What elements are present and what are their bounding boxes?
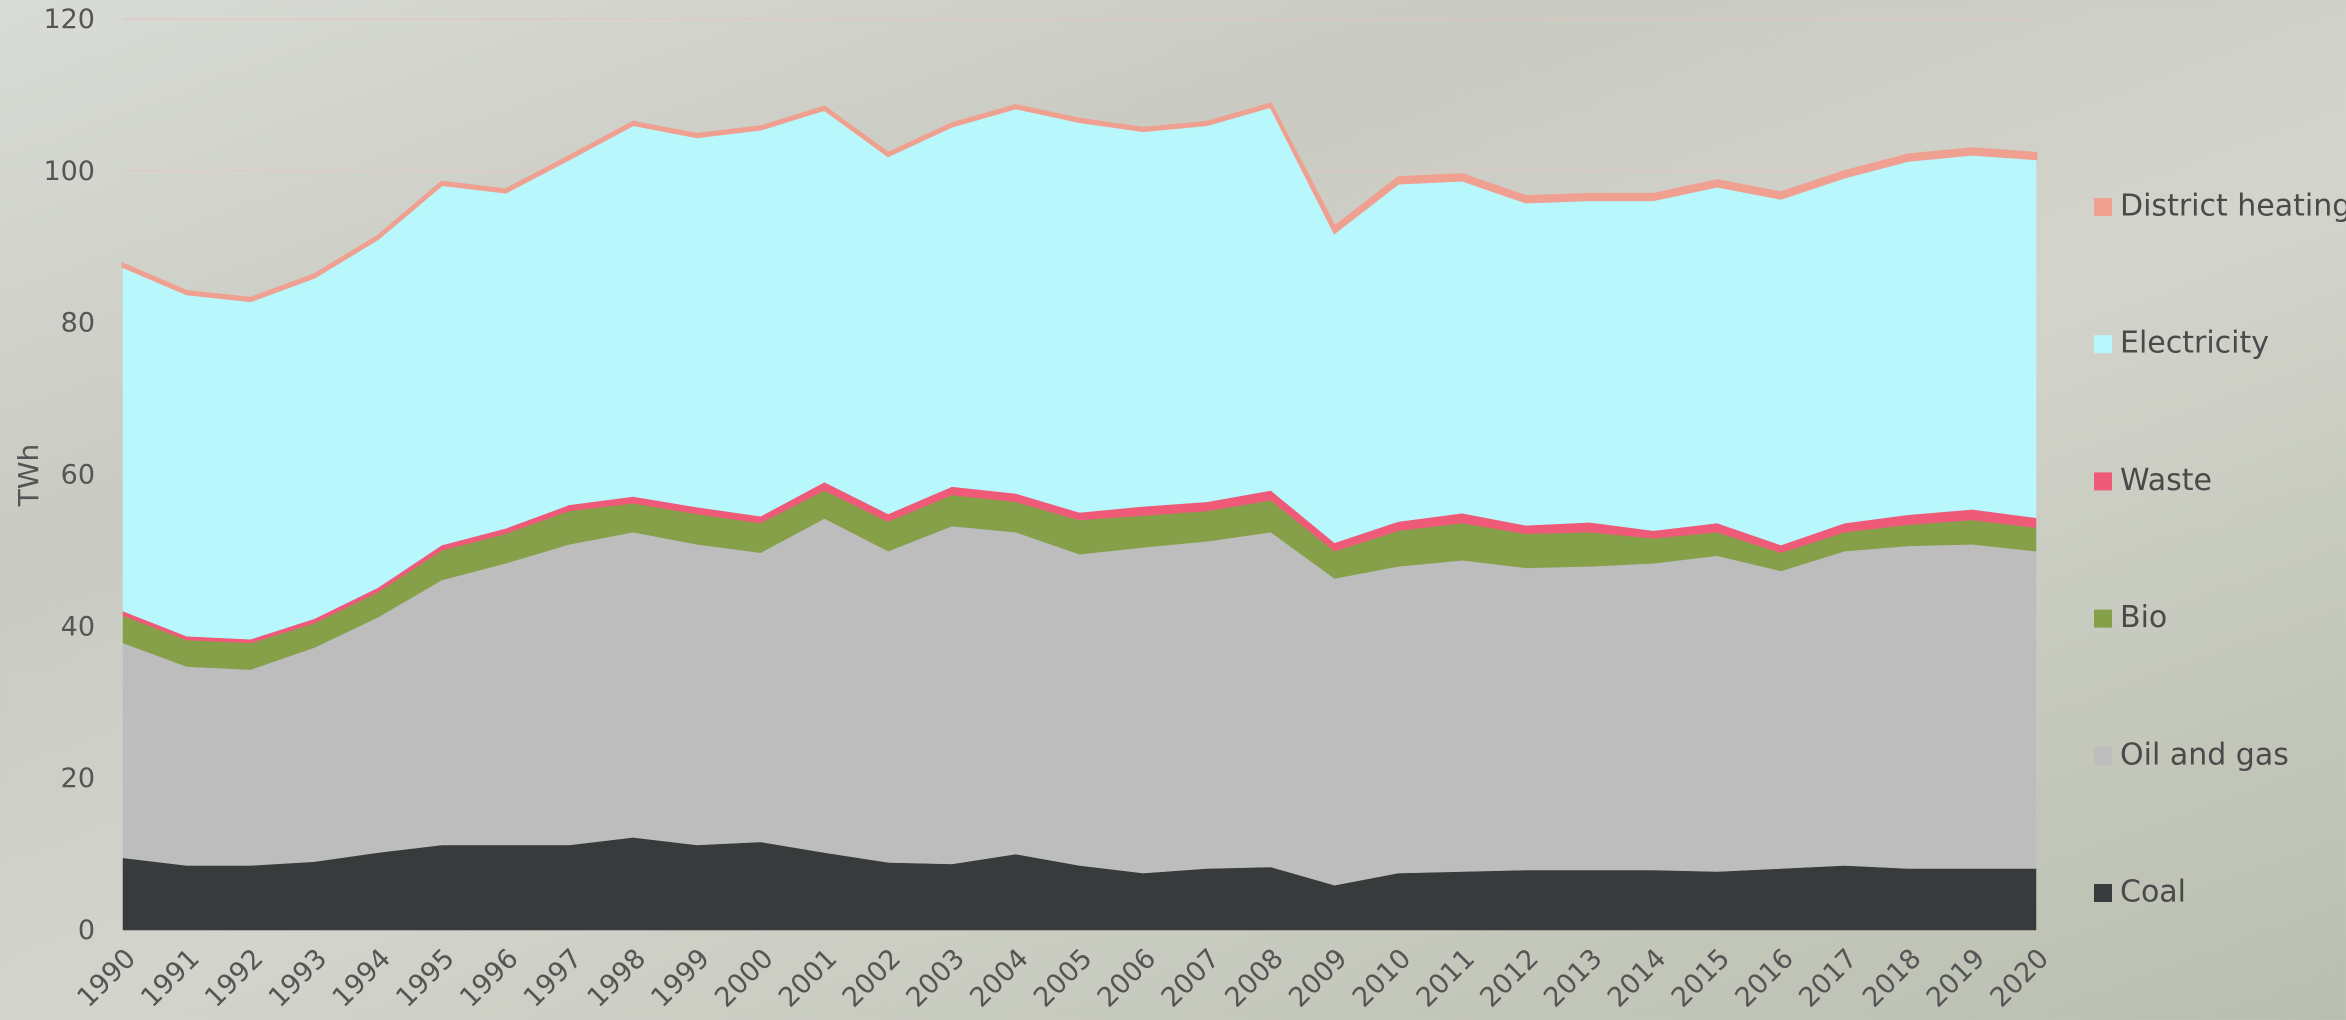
legend-swatch — [2094, 335, 2112, 354]
legend-swatch — [2094, 884, 2112, 902]
x-tick-label: 2016 — [1729, 943, 1800, 1014]
y-tick-label: 80 — [61, 308, 95, 339]
legend-swatch — [2094, 746, 2112, 765]
x-tick-label: 2001 — [773, 943, 844, 1014]
x-tick-label: 1996 — [454, 943, 525, 1014]
x-tick-label: 2006 — [1092, 943, 1163, 1014]
legend-swatch — [2094, 472, 2112, 491]
x-tick-label: 2012 — [1474, 943, 1545, 1014]
x-tick-label: 2019 — [1921, 943, 1992, 1014]
x-tick-label: 2003 — [900, 943, 971, 1014]
x-tick-label: 1998 — [582, 943, 653, 1014]
x-tick-label: 1994 — [327, 943, 398, 1014]
y-tick-label: 20 — [61, 763, 95, 794]
y-tick-label: 40 — [61, 611, 95, 642]
x-tick-label: 1999 — [645, 943, 716, 1014]
x-tick-label: 2004 — [964, 943, 1035, 1014]
x-tick-label: 2011 — [1411, 943, 1482, 1014]
legend-label: Bio — [2120, 600, 2167, 635]
y-tick-label: 120 — [43, 4, 95, 35]
legend-label: Electricity — [2120, 326, 2269, 361]
x-tick-label: 1993 — [263, 943, 334, 1014]
x-tick-label: 1995 — [390, 943, 461, 1014]
legend-label: Coal — [2120, 875, 2186, 910]
legend-swatch — [2094, 609, 2112, 628]
x-tick-label: 2020 — [1984, 943, 2055, 1014]
x-tick-label: 2007 — [1155, 943, 1226, 1014]
area — [121, 102, 2038, 303]
x-tick-label: 2002 — [837, 943, 908, 1014]
x-tick-label: 1992 — [199, 943, 270, 1014]
legend-swatch — [2094, 198, 2112, 216]
y-tick-label: 100 — [43, 156, 95, 187]
x-tick-label: 2018 — [1857, 943, 1928, 1014]
x-tick-label: 2000 — [709, 943, 780, 1014]
y-tick-label: 0 — [78, 915, 95, 946]
x-tick-label: 2017 — [1793, 943, 1864, 1014]
x-tick-label: 2010 — [1347, 943, 1418, 1014]
x-tick-label: 1997 — [518, 943, 589, 1014]
legend-label: District heating — [2120, 189, 2346, 224]
x-tick-label: 2005 — [1028, 943, 1099, 1014]
y-axis-label: TWh — [12, 444, 45, 508]
x-tick-label: 1990 — [71, 943, 142, 1014]
x-tick-label: 1991 — [135, 943, 206, 1014]
y-tick-label: 60 — [61, 460, 95, 491]
x-tick-label: 2015 — [1666, 943, 1737, 1014]
x-tick-label: 2009 — [1283, 943, 1354, 1014]
x-tick-label: 2013 — [1538, 943, 1609, 1014]
legend-label: Oil and gas — [2120, 737, 2289, 772]
x-tick-label: 2014 — [1602, 943, 1673, 1014]
legend-label: Waste — [2120, 463, 2212, 498]
x-tick-label: 2008 — [1219, 943, 1290, 1014]
